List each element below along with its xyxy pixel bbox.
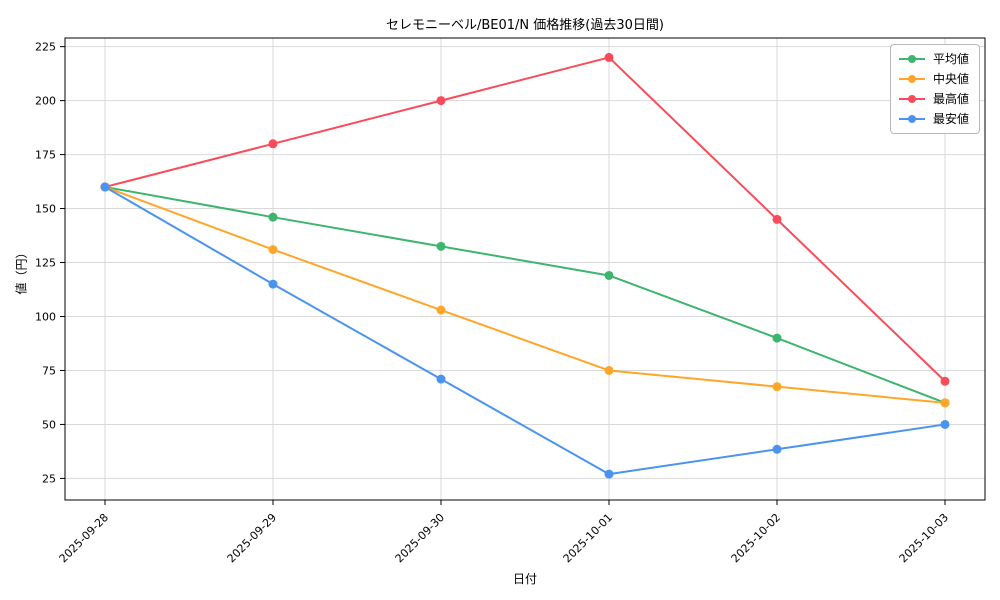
series-line-0 xyxy=(104,185,946,404)
series-marker-3 xyxy=(604,469,614,479)
y-tick-label: 125 xyxy=(35,257,56,270)
series-line-3 xyxy=(104,185,946,476)
series-marker-0 xyxy=(268,212,278,222)
legend-label: 中央値 xyxy=(932,72,969,86)
series-marker-1 xyxy=(604,365,614,375)
y-tick-label: 225 xyxy=(35,41,56,54)
legend-marker-icon xyxy=(898,74,925,84)
x-tick-label: 2025-09-29 xyxy=(225,511,279,565)
series-line-2 xyxy=(104,56,946,383)
y-tick-label: 50 xyxy=(42,418,56,431)
y-tick-label: 175 xyxy=(35,149,56,162)
legend-item-1: 中央値 xyxy=(898,72,969,86)
legend: 平均値中央値最高値最安値 xyxy=(889,44,980,134)
series-marker-1 xyxy=(772,382,782,392)
y-tick-label: 200 xyxy=(35,95,56,108)
x-tick-label: 2025-09-30 xyxy=(393,511,447,565)
y-tick-label: 100 xyxy=(35,310,56,323)
chart-title: セレモニーベル/BE01/N 価格推移(過去30日間) xyxy=(386,18,664,33)
series-marker-0 xyxy=(604,270,614,280)
y-tick-label: 25 xyxy=(42,472,56,485)
y-tick-label: 75 xyxy=(42,364,56,377)
series-marker-3 xyxy=(100,182,110,192)
series-marker-2 xyxy=(604,52,614,62)
series-marker-1 xyxy=(940,398,950,408)
y-axis-label: 値（円） xyxy=(14,246,29,295)
x-tick-label: 2025-10-03 xyxy=(897,511,951,565)
series-marker-3 xyxy=(772,444,782,454)
series-marker-3 xyxy=(940,419,950,429)
legend-label: 平均値 xyxy=(932,52,969,66)
series-marker-1 xyxy=(436,305,446,315)
legend-item-0: 平均値 xyxy=(898,52,969,66)
legend-marker-icon xyxy=(898,54,925,64)
legend-marker-icon xyxy=(898,114,925,124)
series-line-1 xyxy=(104,185,946,404)
x-tick-label: 2025-09-28 xyxy=(57,511,111,565)
legend-label: 最安値 xyxy=(932,112,969,126)
x-axis-label: 日付 xyxy=(512,572,537,586)
series-marker-3 xyxy=(436,374,446,384)
series-marker-2 xyxy=(772,214,782,224)
series-marker-3 xyxy=(268,279,278,289)
series-marker-0 xyxy=(772,333,782,343)
axes-box xyxy=(64,37,986,501)
legend-item-2: 最高値 xyxy=(898,92,969,106)
x-tick-label: 2025-10-02 xyxy=(729,511,783,565)
legend-marker-icon xyxy=(898,94,925,104)
series-marker-2 xyxy=(268,139,278,149)
y-tick-label: 150 xyxy=(35,203,56,216)
series-marker-0 xyxy=(436,241,446,251)
x-tick-label: 2025-10-01 xyxy=(561,511,615,565)
series-marker-1 xyxy=(268,245,278,255)
series-marker-2 xyxy=(436,96,446,106)
legend-item-3: 最安値 xyxy=(898,112,969,126)
series-marker-2 xyxy=(940,376,950,386)
legend-label: 最高値 xyxy=(932,92,969,106)
